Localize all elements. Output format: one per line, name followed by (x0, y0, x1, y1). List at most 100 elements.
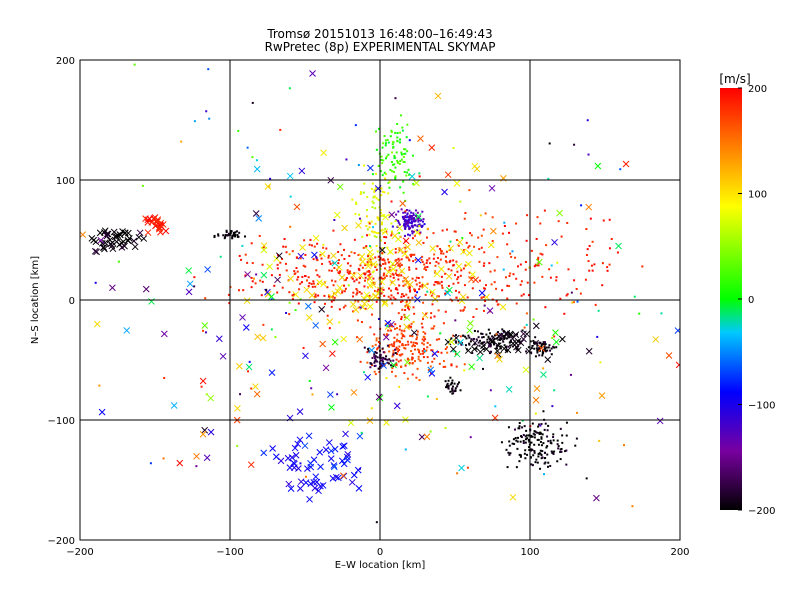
data-point (393, 342, 396, 345)
data-point (366, 228, 369, 231)
data-point-cross (334, 288, 342, 295)
data-point (362, 191, 365, 194)
data-point (497, 342, 500, 345)
data-point (794, 211, 796, 213)
data-point (585, 228, 588, 231)
data-point (163, 376, 166, 379)
data-point (392, 146, 395, 149)
data-point (444, 365, 447, 368)
data-point (503, 221, 506, 224)
data-point (368, 276, 371, 279)
data-point (347, 284, 350, 287)
data-point (602, 219, 605, 222)
data-point-cross (665, 352, 673, 359)
data-point-cross (363, 291, 371, 299)
data-point (282, 245, 285, 248)
data-point (403, 330, 406, 333)
data-point (391, 225, 394, 228)
data-point (340, 254, 343, 257)
data-point-cross (468, 363, 475, 371)
data-point (355, 278, 358, 281)
data-point (425, 268, 428, 271)
data-point (193, 285, 196, 288)
data-point (429, 430, 432, 433)
data-point-cross (503, 329, 511, 337)
data-point (380, 194, 383, 197)
data-point (384, 139, 387, 142)
data-point-cross (322, 364, 330, 372)
data-point (565, 449, 568, 452)
data-point (533, 450, 536, 453)
data-point-cross (199, 430, 207, 438)
data-point-cross (467, 319, 474, 327)
data-point (515, 277, 518, 280)
data-point (359, 264, 362, 267)
data-point (529, 340, 532, 343)
data-point (388, 350, 391, 353)
data-point (412, 216, 415, 219)
data-point (349, 264, 352, 267)
data-point (449, 376, 452, 379)
data-point (561, 434, 564, 437)
data-point-cross (505, 386, 513, 393)
data-point (392, 171, 395, 174)
data-point (372, 196, 375, 199)
data-point (444, 260, 447, 263)
data-point (384, 173, 387, 176)
data-point-cross (320, 149, 327, 157)
data-point-cross (431, 350, 439, 358)
data-point (413, 312, 416, 315)
data-point (584, 278, 587, 281)
data-point (436, 245, 439, 248)
data-point (455, 365, 458, 368)
data-point-cross (540, 371, 547, 379)
colorbar-tick-label: −100 (748, 401, 775, 412)
data-point (469, 340, 472, 343)
data-point (518, 453, 521, 456)
x-tick-label: −200 (66, 547, 93, 558)
data-point-cross (247, 461, 255, 469)
data-point (413, 253, 416, 256)
data-point (421, 317, 424, 320)
data-point-cross (303, 286, 311, 294)
data-point (436, 257, 439, 260)
data-point (454, 319, 457, 322)
data-point (276, 267, 279, 270)
data-point (462, 308, 465, 311)
data-point-cross (458, 297, 466, 305)
data-point (524, 260, 527, 263)
data-point-cross (553, 338, 560, 346)
data-point (537, 425, 540, 428)
data-point (426, 341, 429, 344)
data-point-cross (427, 366, 435, 374)
data-point (413, 219, 416, 222)
data-point-cross (509, 493, 517, 501)
data-point (377, 198, 380, 201)
data-point (354, 213, 357, 216)
data-point (274, 336, 277, 339)
data-point (546, 435, 549, 438)
data-point (262, 246, 265, 249)
data-point (433, 253, 436, 256)
data-point (591, 240, 594, 243)
data-point-cross (343, 453, 351, 461)
data-point (403, 223, 406, 226)
data-point-cross (316, 279, 323, 286)
data-point-cross (532, 322, 540, 330)
data-point (375, 263, 378, 266)
data-point (412, 260, 415, 263)
data-point (437, 309, 440, 312)
data-point-cross (136, 229, 144, 237)
data-point (407, 168, 410, 171)
data-point (534, 336, 537, 339)
data-point (381, 162, 384, 165)
data-point-cross (185, 267, 193, 274)
data-point-cross (458, 464, 465, 472)
data-point (213, 236, 216, 239)
data-point (540, 444, 543, 447)
data-point (459, 309, 462, 312)
data-point (379, 267, 382, 270)
data-point (328, 327, 331, 330)
data-point (288, 301, 291, 304)
data-point-cross (305, 314, 313, 321)
